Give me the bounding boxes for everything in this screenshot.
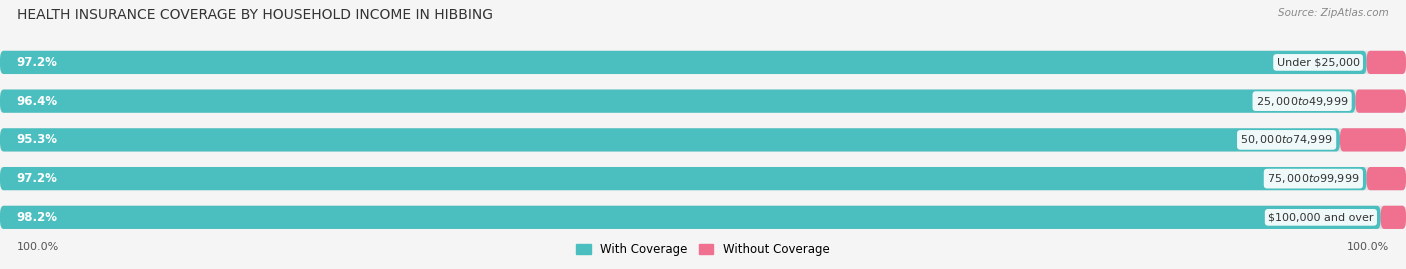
FancyBboxPatch shape bbox=[0, 51, 1367, 74]
Text: $100,000 and over: $100,000 and over bbox=[1268, 212, 1374, 222]
FancyBboxPatch shape bbox=[1340, 128, 1406, 151]
Text: $50,000 to $74,999: $50,000 to $74,999 bbox=[1240, 133, 1333, 146]
FancyBboxPatch shape bbox=[0, 206, 1406, 229]
FancyBboxPatch shape bbox=[1367, 51, 1406, 74]
FancyBboxPatch shape bbox=[0, 128, 1406, 151]
Text: Under $25,000: Under $25,000 bbox=[1277, 57, 1360, 68]
FancyBboxPatch shape bbox=[1355, 90, 1406, 113]
FancyBboxPatch shape bbox=[0, 167, 1367, 190]
Text: 97.2%: 97.2% bbox=[17, 172, 58, 185]
Text: $75,000 to $99,999: $75,000 to $99,999 bbox=[1267, 172, 1360, 185]
Legend: With Coverage, Without Coverage: With Coverage, Without Coverage bbox=[572, 238, 834, 260]
FancyBboxPatch shape bbox=[0, 167, 1406, 190]
Text: 95.3%: 95.3% bbox=[17, 133, 58, 146]
Text: $25,000 to $49,999: $25,000 to $49,999 bbox=[1256, 95, 1348, 108]
FancyBboxPatch shape bbox=[0, 90, 1406, 113]
FancyBboxPatch shape bbox=[0, 206, 1381, 229]
Text: 100.0%: 100.0% bbox=[17, 242, 59, 252]
FancyBboxPatch shape bbox=[0, 51, 1406, 74]
Text: Source: ZipAtlas.com: Source: ZipAtlas.com bbox=[1278, 8, 1389, 18]
Text: HEALTH INSURANCE COVERAGE BY HOUSEHOLD INCOME IN HIBBING: HEALTH INSURANCE COVERAGE BY HOUSEHOLD I… bbox=[17, 8, 494, 22]
FancyBboxPatch shape bbox=[0, 128, 1340, 151]
FancyBboxPatch shape bbox=[0, 90, 1355, 113]
Text: 98.2%: 98.2% bbox=[17, 211, 58, 224]
FancyBboxPatch shape bbox=[1367, 167, 1406, 190]
FancyBboxPatch shape bbox=[1381, 206, 1406, 229]
Text: 100.0%: 100.0% bbox=[1347, 242, 1389, 252]
Text: 97.2%: 97.2% bbox=[17, 56, 58, 69]
Text: 96.4%: 96.4% bbox=[17, 95, 58, 108]
